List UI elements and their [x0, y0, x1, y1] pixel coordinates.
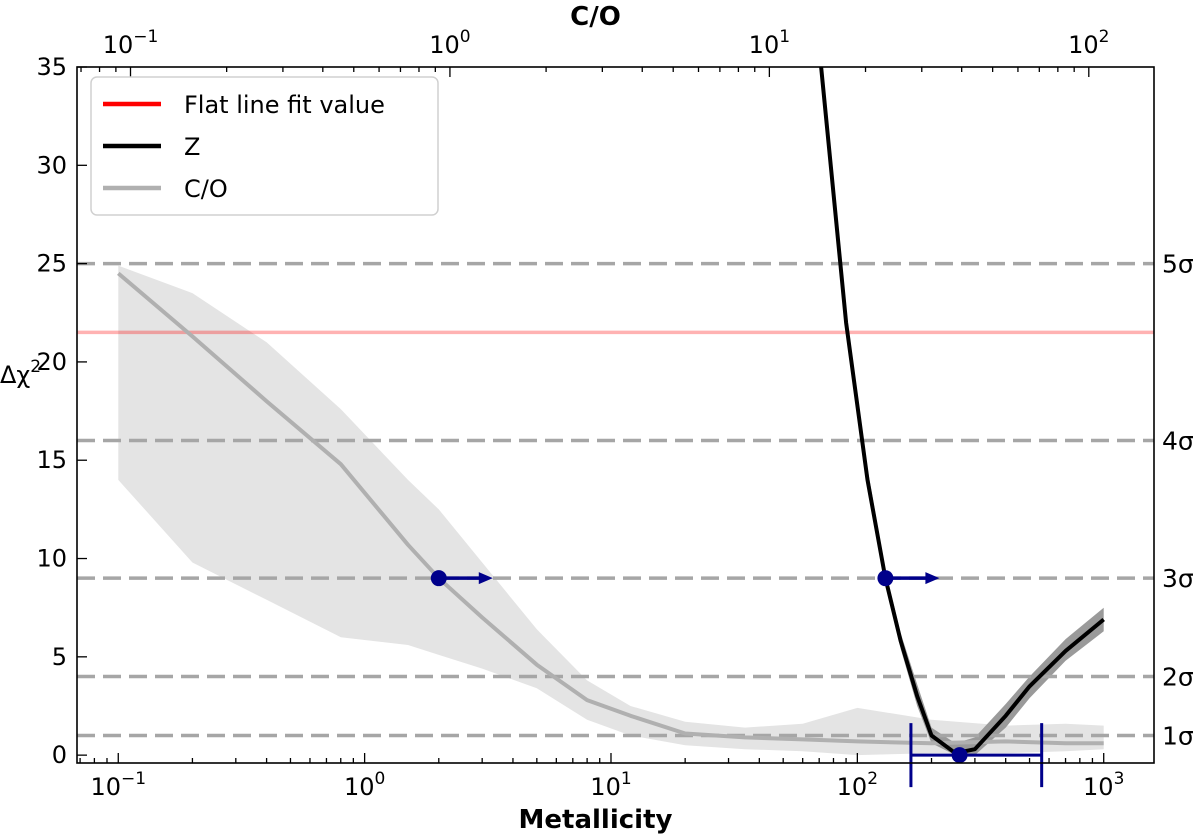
- band-z: [820, 67, 1104, 756]
- y-tick-label: 20: [36, 348, 67, 376]
- legend-label: Flat line fit value: [184, 91, 385, 119]
- plot-frame: [76, 66, 1155, 764]
- x2-tick-label: 100: [429, 27, 470, 59]
- limit-point-1: [877, 570, 894, 587]
- x-tick-label: 10−1: [90, 769, 146, 801]
- reference-lines: [77, 261, 1154, 738]
- y-tick-label: 10: [36, 545, 67, 573]
- x-tick-label: 100: [344, 769, 385, 801]
- x-tick-label: 103: [1083, 769, 1124, 801]
- x-axis-title: Metallicity: [519, 805, 673, 835]
- sigma-label: 3σ: [1162, 564, 1194, 593]
- legend: Flat line fit value Z C/O: [90, 76, 439, 216]
- y-tick-label: 0: [52, 741, 67, 769]
- x-tick-label: 101: [590, 769, 631, 801]
- y-tick-label: 5: [52, 643, 67, 671]
- sigma-label: 2σ: [1162, 662, 1194, 691]
- confidence-bands: [118, 67, 1104, 756]
- legend-label: C/O: [184, 175, 228, 203]
- limit-arrowhead-0: [478, 572, 493, 585]
- legend-label: Z: [184, 133, 200, 161]
- markers: [430, 570, 1044, 788]
- x2-tick-label: 10−1: [103, 27, 159, 59]
- limit-arrowhead-1: [925, 572, 940, 585]
- limit-point-0: [430, 570, 447, 587]
- y-tick-label: 25: [36, 250, 67, 278]
- sigma-label: 1σ: [1162, 721, 1194, 750]
- y-tick-label: 35: [36, 53, 67, 81]
- x-tick-label: 102: [837, 769, 878, 801]
- series-lines: [117, 67, 1105, 756]
- best-fit-point: [951, 747, 968, 764]
- x2-axis-title: C/O: [570, 2, 621, 32]
- sigma-label: 5σ: [1162, 250, 1194, 279]
- x2-tick-label: 102: [1068, 27, 1109, 59]
- y-axis-title: Δχ2: [0, 357, 41, 389]
- legend-box: [90, 76, 439, 216]
- x2-tick-label: 101: [749, 27, 790, 59]
- series-line-z: [819, 67, 1105, 756]
- y-tick-label: 30: [36, 151, 67, 179]
- band-co: [118, 265, 1104, 756]
- y-tick-label: 15: [36, 446, 67, 474]
- sigma-label: 4σ: [1162, 427, 1194, 456]
